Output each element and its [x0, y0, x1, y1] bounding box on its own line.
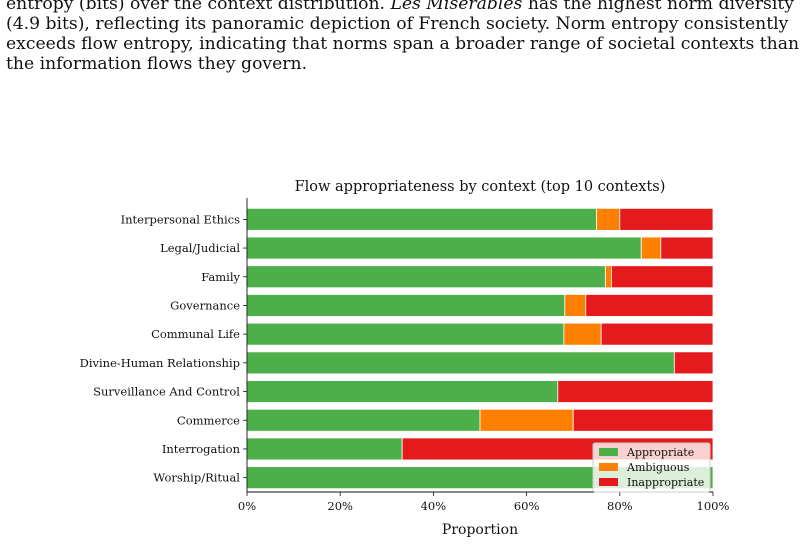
- x-tick-label: 60%: [514, 499, 540, 513]
- body-paragraph: entropy (bits) over the context distribu…: [6, 0, 801, 74]
- y-tick-label: Legal/Judicial: [160, 241, 240, 255]
- bar-segment-appropriate: [246, 322, 565, 346]
- legend-swatch-inappropriate: [599, 478, 618, 486]
- bar-segment-appropriate: [246, 351, 675, 375]
- bar-segment-inappropriate: [619, 207, 714, 231]
- bar-segment-appropriate: [246, 408, 481, 432]
- bar-segment-ambiguous: [604, 265, 612, 289]
- bar-segment-appropriate: [246, 294, 566, 317]
- x-tick-label: 0%: [238, 499, 256, 513]
- bar-segment-inappropriate: [611, 265, 714, 289]
- bar-segment-ambiguous: [640, 236, 662, 260]
- legend-label: Ambiguous: [626, 461, 690, 474]
- y-tick-label: Interrogation: [162, 442, 241, 456]
- legend-box: [592, 442, 711, 493]
- x-tick-label: 20%: [327, 499, 353, 513]
- y-tick-label: Commerce: [177, 413, 240, 427]
- legend-label: Appropriate: [626, 446, 694, 459]
- bar-segment-ambiguous: [564, 294, 587, 317]
- bar-segment-appropriate: [246, 236, 642, 260]
- chart-title: Flow appropriateness by context (top 10 …: [295, 179, 666, 195]
- novel-title: Les Misérables: [390, 0, 523, 14]
- bar-segment-appropriate: [246, 437, 403, 461]
- bar-segment-inappropriate: [557, 380, 714, 403]
- paragraph-text: has the highest norm diversity: [522, 0, 794, 14]
- legend-label: Inappropriate: [627, 476, 704, 489]
- bar-segment-appropriate: [246, 265, 606, 289]
- y-tick-label: Worship/Ritual: [153, 471, 240, 485]
- legend-swatch-appropriate: [599, 448, 618, 456]
- paragraph-text: entropy (bits) over the context distribu…: [6, 0, 391, 14]
- bar-segment-inappropriate: [572, 408, 714, 432]
- y-tick-label: Communal Life: [151, 327, 240, 341]
- legend-swatch-ambiguous: [599, 463, 618, 471]
- bar-segment-inappropriate: [600, 322, 714, 346]
- y-tick-label: Governance: [170, 298, 240, 312]
- y-tick-label: Surveillance And Control: [93, 385, 240, 399]
- y-tick-label: Interpersonal Ethics: [121, 212, 241, 226]
- bar-segment-ambiguous: [596, 207, 621, 231]
- bar-segment-appropriate: [246, 380, 559, 403]
- paragraph-line: entropy (bits) over the context distribu…: [6, 0, 801, 14]
- y-tick-label: Divine-Human Relationship: [80, 356, 240, 370]
- paragraph-line: exceeds flow entropy, indicating that no…: [6, 34, 800, 54]
- y-tick-label: Family: [201, 270, 240, 284]
- x-tick-label: 100%: [697, 499, 730, 513]
- bar-segment-appropriate: [246, 207, 597, 231]
- bar-segment-ambiguous: [563, 322, 602, 346]
- bar-segment-inappropriate: [585, 294, 714, 317]
- x-tick-label: 40%: [421, 499, 447, 513]
- bar-segment-ambiguous: [479, 408, 574, 432]
- paragraph-line: (4.9 bits), reflecting its panoramic dep…: [6, 14, 789, 34]
- x-tick-label: 80%: [607, 499, 633, 513]
- bar-segment-inappropriate: [673, 351, 714, 375]
- x-axis-label: Proportion: [442, 522, 518, 538]
- bar-segment-inappropriate: [660, 236, 714, 260]
- paragraph-line: the information flows they govern.: [6, 54, 308, 74]
